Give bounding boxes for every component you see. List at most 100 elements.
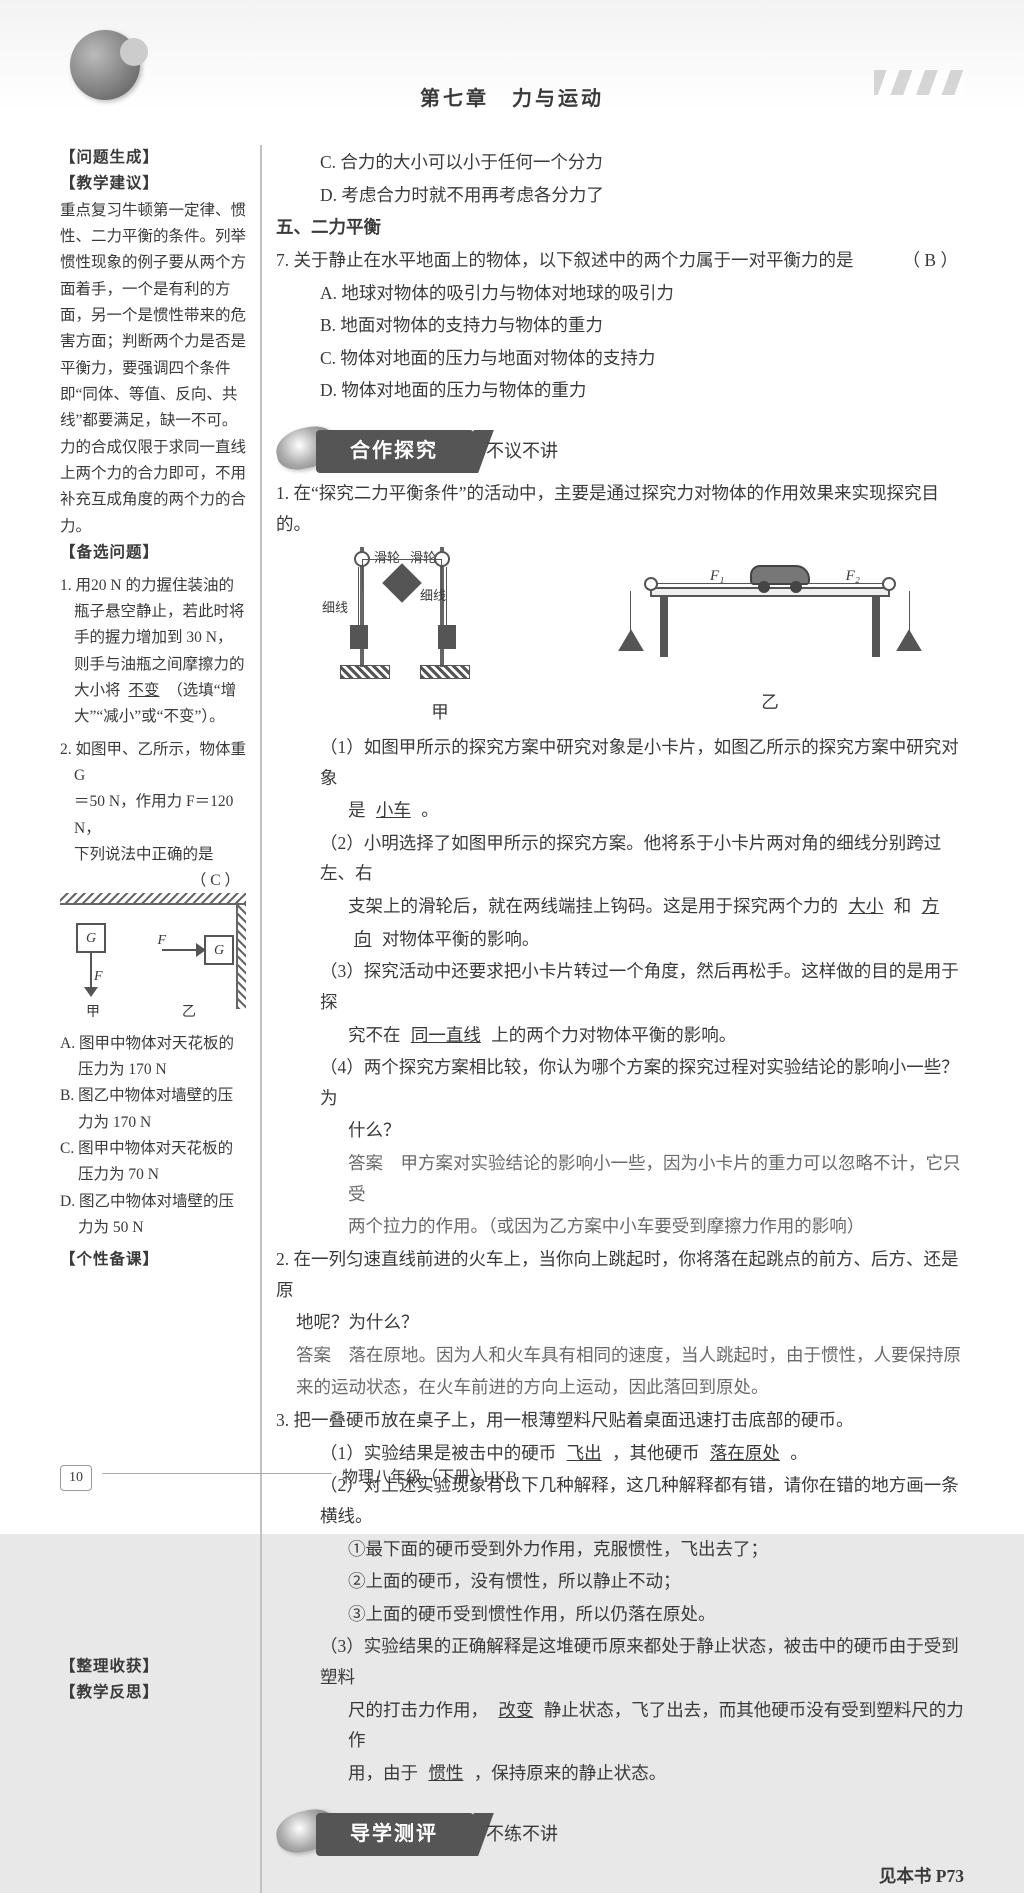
sidebar-opt-c: C. 图甲中物体对天花板的压力为 70 N — [60, 1136, 246, 1189]
p1-2-blank2: 方 — [916, 896, 946, 916]
sidebar-fig-wall — [236, 905, 246, 1009]
sidebar-fig-f-label: F — [94, 965, 103, 989]
banner-sub: 不议不讲 — [486, 436, 558, 468]
sidebar-fig-box-g2: G — [204, 935, 234, 965]
p2-ans2: 来的运动状态，在火车前进的方向上运动，因此落回到原处。 — [276, 1372, 964, 1403]
figure-yi-label: 乙 — [630, 687, 910, 718]
p3-3a: （3）实验结果的正确解释是这堆硬币原来都处于静止状态，被击中的硬币由于受到塑料 — [276, 1631, 964, 1692]
sidebar-head-reflect: 【教学反思】 — [60, 1680, 246, 1706]
sidebar-fig-box-g: G — [76, 923, 106, 953]
sidebar: 【问题生成】 【教学建议】 重点复习牛顿第一定律、惯性、二力平衡的条件。列举惯性… — [60, 145, 260, 1893]
p1-2-line2: 向 对物体平衡的影响。 — [276, 924, 964, 955]
p1-3c: 上的两个力对物体平衡的影响。 — [491, 1025, 736, 1045]
p3-3-blank1: 改变 — [492, 1700, 539, 1720]
p3-3-blank2: 惯性 — [422, 1763, 469, 1783]
q7-opt-b: B. 地面对物体的支持力与物体的重力 — [276, 310, 964, 341]
banner2-sub: 不练不讲 — [486, 1819, 558, 1851]
sidebar-q2a: 2. 如图甲、乙所示，物体重 G — [60, 737, 246, 790]
q7-answer: （ B ） — [903, 245, 964, 276]
q7: 7. 关于静止在水平地面上的物体，以下叙述中的两个力属于一对平衡力的是 （ B … — [276, 245, 964, 276]
p1-3a: （3）探究活动中还要求把小卡片转过一个角度，然后再松手。这样做的目的是用于探 — [276, 956, 964, 1017]
opt-c: C. 合力的大小可以小于任何一个分力 — [276, 147, 964, 178]
p1-3b-text: 究不在 — [348, 1025, 401, 1045]
label-thread1: 细线 — [322, 597, 348, 620]
chapter-title: 第七章 力与运动 — [0, 82, 1024, 117]
figures-row: 滑轮 滑轮 细线 细线 甲 — [276, 547, 964, 728]
sidebar-q1-text: 1. 用20 N 的力握住装油的瓶子悬空静止，若此时将手的握力增加到 30 N，… — [60, 577, 245, 699]
p1-2-and: 和 — [894, 896, 912, 916]
sidebar-head-harvest: 【整理收获】 — [60, 1654, 246, 1680]
p2b: 地呢？为什么？ — [276, 1307, 964, 1338]
p1-3b: 究不在 同一直线 上的两个力对物体平衡的影响。 — [276, 1020, 964, 1051]
footer: 10 物理八年级（下册）·HKB — [60, 1464, 964, 1493]
label-f2: F₂ — [846, 563, 860, 589]
banner-daoxue: 导学测评 不练不讲 — [276, 1805, 964, 1851]
p1-1b-text: 是 — [348, 800, 366, 820]
sidebar-options: A. 图甲中物体对天花板的压力为 170 N B. 图乙中物体对墙壁的压力为 1… — [60, 1031, 246, 1242]
footer-text: 物理八年级（下册）·HKB — [342, 1469, 517, 1486]
section5-title: 五、二力平衡 — [276, 212, 964, 243]
p3-1b: ，其他硬币 — [612, 1443, 700, 1463]
p1-1a: （1）如图甲所示的探究方案中研究对象是小卡片，如图乙所示的探究方案中研究对象 — [276, 732, 964, 793]
p1-2a: （2）小明选择了如图甲所示的探究方案。他将系于小卡片两对角的细线分别跨过左、右 — [276, 828, 964, 889]
p1-2c: 向 — [348, 929, 378, 949]
banner-hezuo: 合作探究 不议不讲 — [276, 422, 964, 468]
p3-3d: 用，由于 — [348, 1763, 418, 1783]
q7-text: 7. 关于静止在水平地面上的物体，以下叙述中的两个力属于一对平衡力的是 — [276, 250, 854, 270]
sidebar-q1-blank: 不变 — [124, 682, 163, 699]
q7-opt-a: A. 地球对物体的吸引力与物体对地球的吸引力 — [276, 278, 964, 309]
p1: 1. 在“探究二力平衡条件”的活动中，主要是通过探究力对物体的作用效果来实现探究… — [276, 478, 964, 539]
p1-1c: 。 — [421, 800, 439, 820]
p3-2-3: ③上面的硬币受到惯性作用，所以仍落在原处。 — [276, 1599, 964, 1630]
p1-1-blank: 小车 — [370, 800, 417, 820]
sidebar-q2b: ＝50 N，作用力 F＝120 N， — [60, 789, 246, 842]
p2-ans1: 答案 落在原地。因为人和火车具有相同的速度，当人跳起时，由于惯性，人要保持原 — [276, 1340, 964, 1371]
p1-4a: （4）两个探究方案相比较，你认为哪个方案的探究过程对实验结论的影响小一些？为 — [276, 1052, 964, 1113]
p1-3-blank: 同一直线 — [405, 1025, 487, 1045]
label-thread2: 细线 — [420, 585, 446, 608]
sidebar-q2-answer: （ C ） — [60, 868, 246, 894]
sidebar-head-problem: 【问题生成】 — [60, 145, 246, 171]
sidebar-opt-b: B. 图乙中物体对墙壁的压力为 170 N — [60, 1083, 246, 1136]
sidebar-fig-label-jia: 甲 — [86, 1001, 100, 1025]
sidebar-head-advice: 【教学建议】 — [60, 171, 246, 197]
p1-4b: 什么？ — [276, 1115, 964, 1146]
sidebar-fig-arrow-f — [90, 953, 92, 989]
q7-opt-d: D. 物体对地面的压力与物体的重力 — [276, 375, 964, 406]
banner-title: 合作探究 — [316, 430, 474, 473]
sidebar-opt-d: D. 图乙中物体对墙壁的压力为 50 N — [60, 1189, 246, 1242]
column-divider — [260, 145, 262, 1893]
sidebar-q2c: 下列说法中正确的是 — [60, 842, 246, 868]
p3-1-blank2: 落在原处 — [704, 1443, 786, 1463]
p1-4-ans1: 答案 甲方案对实验结论的影响小一些，因为小卡片的重力可以忽略不计，它只受 — [276, 1148, 964, 1209]
sidebar-fig-f2-label: F — [157, 929, 166, 953]
p3-3-line: 尺的打击力作用， 改变 静止状态，飞了出去，而其他硬币没有受到塑料尺的力作 — [276, 1695, 964, 1756]
sidebar-head-personal: 【个性备课】 — [60, 1247, 246, 1273]
sidebar-figure: G F 甲 G F 乙 — [60, 903, 246, 1023]
p3-1c: 。 — [790, 1443, 808, 1463]
p3-1-blank1: 飞出 — [561, 1443, 608, 1463]
opt-d: D. 考虑合力时就不用再考虑各分力了 — [276, 180, 964, 211]
p3-2-2: ②上面的硬币，没有惯性，所以静止不动； — [276, 1566, 964, 1597]
p3: 3. 把一叠硬币放在桌子上，用一根薄塑料尺贴着桌面迅速打击底部的硬币。 — [276, 1405, 964, 1436]
figure-yi: F₁ F₂ 乙 — [630, 547, 910, 728]
p3-1a: （1）实验结果是被击中的硬币 — [320, 1443, 556, 1463]
p1-4-ans2: 两个拉力的作用。（或因为乙方案中小车要受到摩擦力作用的影响） — [276, 1211, 964, 1242]
p1-2-blank1: 大小 — [842, 896, 889, 916]
p2a: 2. 在一列匀速直线前进的火车上，当你向上跳起时，你将落在起跳点的前方、后方、还… — [276, 1244, 964, 1305]
figure-jia: 滑轮 滑轮 细线 细线 甲 — [330, 547, 550, 728]
q7-opt-c: C. 物体对地面的压力与地面对物体的支持力 — [276, 343, 964, 374]
p1-2b: 支架上的滑轮后，就在两线端挂上钩码。这是用于探究两个力的 大小 和 方 — [276, 891, 964, 922]
p1-2b-text: 支架上的滑轮后，就在两线端挂上钩码。这是用于探究两个力的 — [348, 896, 838, 916]
sidebar-head-extra: 【备选问题】 — [60, 540, 246, 566]
p1-1b: 是 小车 。 — [276, 795, 964, 826]
figure-jia-label: 甲 — [330, 697, 550, 728]
main-column: C. 合力的大小可以小于任何一个分力 D. 考虑合力时就不用再考虑各分力了 五、… — [276, 145, 964, 1893]
p3-2-1: ①最下面的硬币受到外力作用，克服惯性，飞出去了； — [276, 1534, 964, 1565]
p3-3-line2: 用，由于 惯性 ，保持原来的静止状态。 — [276, 1758, 964, 1789]
sidebar-advice-text: 重点复习牛顿第一定律、惯性、二力平衡的条件。列举惯性现象的例子要从两个方面着手，… — [60, 198, 246, 540]
header-stripes — [874, 70, 964, 95]
sidebar-opt-a: A. 图甲中物体对天花板的压力为 170 N — [60, 1031, 246, 1084]
sidebar-fig-arrowhead2 — [196, 943, 206, 957]
p3-3e: ，保持原来的静止状态。 — [474, 1763, 667, 1783]
